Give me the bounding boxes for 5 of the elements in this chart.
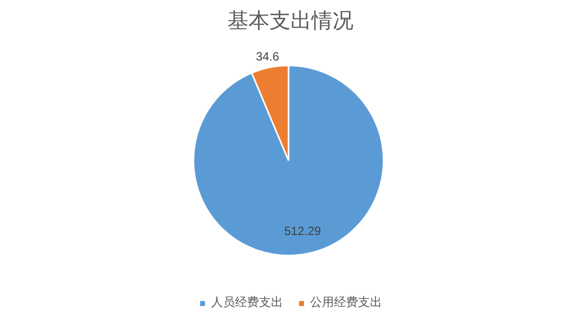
data-label: 512.29 [284,224,322,238]
chart-title: 基本支出情况 [228,8,354,32]
data-label: 34.6 [256,50,280,64]
legend-label: 人员经费支出 [211,294,283,311]
legend-label: 公用经费支出 [310,294,382,311]
